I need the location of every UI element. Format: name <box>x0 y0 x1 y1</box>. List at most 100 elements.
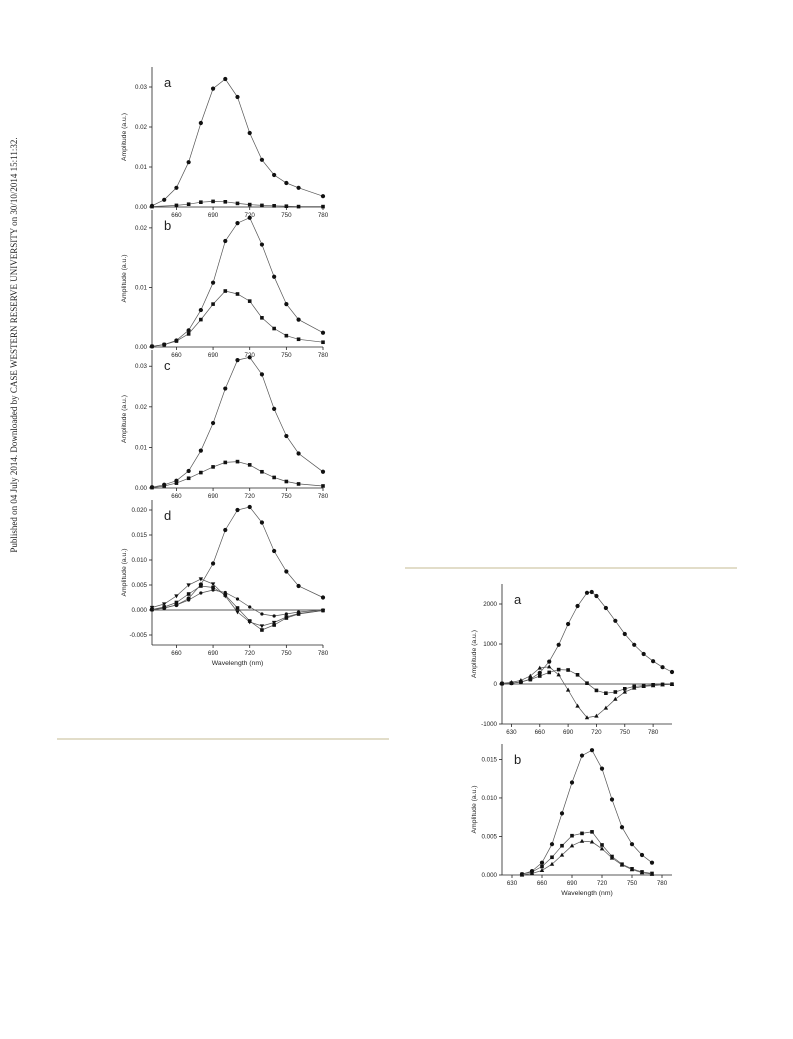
data-point-square <box>211 465 215 469</box>
data-point-triangle <box>609 855 615 860</box>
series-line <box>151 356 324 488</box>
data-point-triangle <box>584 715 590 720</box>
x-tick-label: 780 <box>318 352 329 359</box>
data-point-circle <box>622 631 627 637</box>
y-tick-label: 0.015 <box>132 532 148 539</box>
data-series <box>520 830 654 877</box>
data-point-circle <box>259 242 265 247</box>
series-line <box>151 78 324 207</box>
data-point-square <box>528 677 533 682</box>
data-point-circle <box>186 328 191 333</box>
data-series <box>519 748 655 877</box>
divider-right <box>405 567 737 569</box>
data-point-triangle <box>589 839 595 844</box>
data-point-square <box>651 683 655 687</box>
data-point-square <box>186 202 191 206</box>
series-line <box>521 749 653 875</box>
series-line <box>151 506 324 610</box>
y-tick-label: 0.02 <box>135 404 148 411</box>
x-tick-label: 750 <box>620 729 631 736</box>
data-point-square <box>613 690 618 694</box>
data-point-triangle <box>539 867 545 872</box>
data-point-circle <box>589 748 595 753</box>
panel-label: d <box>164 508 171 523</box>
y-axis-label: Amplitude (a.u.) <box>121 113 128 161</box>
data-point-triangle-down <box>259 624 265 629</box>
panel-label: a <box>164 75 172 90</box>
data-point-square <box>260 628 264 632</box>
data-point-circle <box>272 274 277 279</box>
x-tick-label: 780 <box>318 493 329 500</box>
x-tick-label: 660 <box>535 729 546 736</box>
data-point-triangle <box>629 867 635 872</box>
y-axis-label: Amplitude (a.u.) <box>471 786 478 834</box>
x-tick-label: 660 <box>171 352 182 359</box>
data-point-square <box>247 299 252 303</box>
data-series <box>149 215 326 349</box>
data-point-circle <box>259 520 265 525</box>
data-series <box>149 76 326 208</box>
data-point-square <box>235 606 240 610</box>
y-axis-label: Amplitude (a.u.) <box>121 255 128 303</box>
data-point-square <box>580 831 584 836</box>
data-point-square <box>272 475 276 480</box>
data-point-triangle <box>613 696 618 701</box>
chart-panel-5: -1000 0 1000 2000 630 660 690 720 750 780 Amplitud… <box>471 584 675 736</box>
data-point-square <box>272 326 276 331</box>
data-point-triangle <box>556 672 561 677</box>
data-point-square <box>260 469 264 474</box>
data-point-circle <box>223 527 228 533</box>
data-point-circle <box>556 642 561 647</box>
data-point-triangle <box>549 861 555 866</box>
data-point-circle <box>210 420 216 426</box>
data-point-square <box>585 681 589 685</box>
data-point-circle <box>537 670 542 675</box>
data-point-circle <box>223 386 228 391</box>
data-point-circle-small <box>174 603 179 607</box>
data-point-square <box>174 339 179 343</box>
data-point-circle-small <box>272 614 276 618</box>
data-point-circle <box>235 358 240 363</box>
x-tick-label: 720 <box>597 880 608 887</box>
data-point-circle <box>641 651 646 657</box>
x-tick-label: 720 <box>245 212 256 219</box>
data-point-square <box>296 204 301 209</box>
data-series <box>499 589 675 686</box>
x-tick-label: 690 <box>208 212 219 219</box>
data-point-triangle-down <box>186 583 191 588</box>
y-tick-label: 0.03 <box>135 363 148 370</box>
x-tick-label: 780 <box>318 650 329 657</box>
y-axis-label: Amplitude (a.u.) <box>121 395 128 443</box>
data-point-triangle <box>519 872 525 877</box>
data-point-triangle <box>599 846 605 851</box>
series-line <box>151 578 324 627</box>
panel-label: a <box>514 592 522 607</box>
x-tick-label: 660 <box>171 212 182 219</box>
data-point-square <box>660 682 665 687</box>
data-point-circle <box>198 120 203 126</box>
data-point-square <box>260 316 264 320</box>
data-point-circle <box>632 642 637 647</box>
data-point-circle-small <box>150 608 154 612</box>
data-point-square <box>247 463 252 467</box>
data-point-square <box>537 674 542 678</box>
data-point-circle <box>603 605 608 611</box>
data-point-square <box>296 337 301 342</box>
data-point-triangle-down <box>210 582 216 587</box>
data-point-circle <box>235 507 240 513</box>
data-point-triangle-down <box>162 602 167 607</box>
x-tick-label: 720 <box>591 729 602 736</box>
data-point-circle <box>296 583 301 589</box>
data-point-square <box>519 680 523 684</box>
data-point-circle-small <box>260 612 264 616</box>
data-point-square <box>260 203 264 208</box>
series-line <box>151 585 324 631</box>
data-point-triangle <box>649 871 655 876</box>
data-point-circle <box>296 185 301 190</box>
data-point-circle <box>284 569 289 574</box>
x-tick-label: 780 <box>648 729 659 736</box>
data-point-circle <box>320 330 326 335</box>
data-point-circle <box>584 590 590 595</box>
data-point-circle <box>162 197 167 202</box>
data-series <box>500 667 674 695</box>
